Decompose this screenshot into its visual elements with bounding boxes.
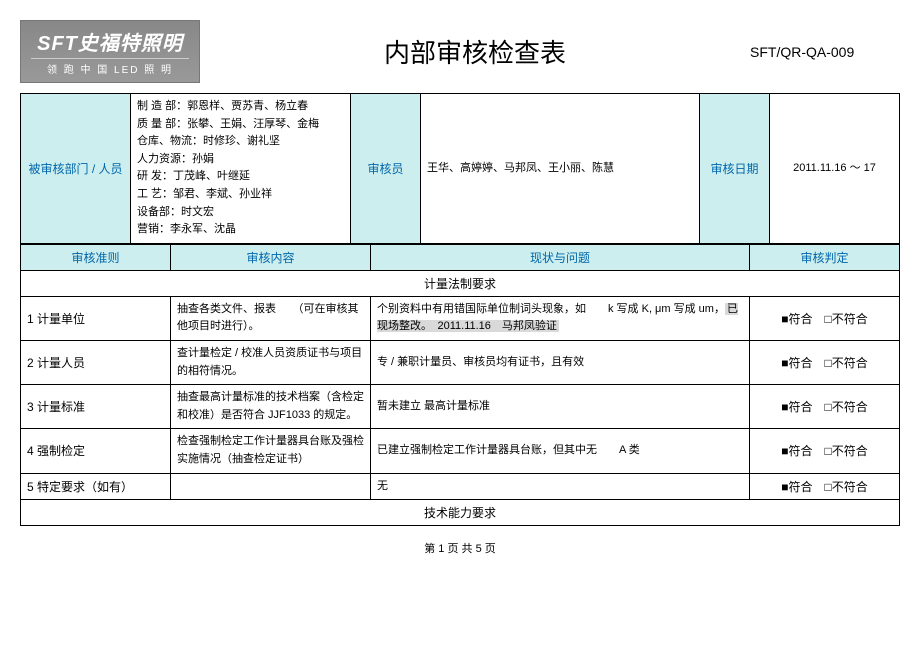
criteria-cell: 5 特定要求（如有） [21, 473, 171, 500]
col-criteria: 审核准则 [21, 244, 171, 270]
checkbox-unfit[interactable]: □不符合 [825, 444, 868, 458]
dept-line: 研 发：丁茂峰、叶继延 [137, 168, 344, 186]
status-cell: 无 [371, 473, 750, 500]
page-footer: 第 1 页 共 5 页 [20, 540, 900, 556]
section-title: 计量法制要求 [21, 270, 900, 296]
column-header-row: 审核准则 审核内容 现状与问题 审核判定 [21, 244, 900, 270]
auditor-label: 审核员 [351, 94, 421, 244]
criteria-cell: 3 计量标准 [21, 385, 171, 429]
content-cell: 抽查各类文件、报表 （可在审核其他项目时进行）。 [171, 296, 371, 340]
criteria-cell: 2 计量人员 [21, 340, 171, 384]
dept-line: 仓库、物流：时修珍、谢礼坚 [137, 133, 344, 151]
section-header-row: 技术能力要求 [21, 500, 900, 526]
col-content: 审核内容 [171, 244, 371, 270]
section-header-row: 计量法制要求 [21, 270, 900, 296]
col-status: 现状与问题 [371, 244, 750, 270]
auditor-names: 王华、高婷婷、马邦凤、王小丽、陈慧 [421, 94, 700, 244]
document-number: SFT/QR-QA-009 [750, 44, 900, 60]
checkbox-fit[interactable]: ■符合 [781, 400, 812, 414]
content-cell: 检查强制检定工作计量器具台账及强检实施情况（抽查检定证书） [171, 429, 371, 473]
logo-sub: 领 跑 中 国 LED 照 明 [31, 58, 189, 76]
checkbox-fit[interactable]: ■符合 [781, 444, 812, 458]
judgment-cell: ■符合 □不符合 [750, 385, 900, 429]
table-row: 3 计量标准抽查最高计量标准的技术档案（含检定和校准）是否符合 JJF1033 … [21, 385, 900, 429]
checkbox-unfit[interactable]: □不符合 [825, 356, 868, 370]
judgment-cell: ■符合 □不符合 [750, 296, 900, 340]
checklist-table: 审核准则 审核内容 现状与问题 审核判定 计量法制要求1 计量单位抽查各类文件、… [20, 244, 900, 526]
criteria-cell: 4 强制检定 [21, 429, 171, 473]
logo: SFT史福特照明 领 跑 中 国 LED 照 明 [20, 20, 200, 83]
logo-main: SFT史福特照明 [31, 27, 189, 56]
audit-date: 2011.11.16 ～ 17 [770, 94, 900, 244]
dept-list: 制 造 部：郭恩样、贾苏青、杨立春质 量 部：张攀、王娟、汪厚琴、金梅仓库、物流… [131, 94, 351, 244]
checkbox-unfit[interactable]: □不符合 [825, 400, 868, 414]
dept-line: 人力资源：孙娟 [137, 151, 344, 169]
checkbox-unfit[interactable]: □不符合 [825, 480, 868, 494]
judgment-cell: ■符合 □不符合 [750, 429, 900, 473]
section-title: 技术能力要求 [21, 500, 900, 526]
col-judgment: 审核判定 [750, 244, 900, 270]
table-row: 1 计量单位抽查各类文件、报表 （可在审核其他项目时进行）。个别资料中有用错国际… [21, 296, 900, 340]
status-highlight: 已现场整改。 2011.11.16 马邦凤验证 [377, 303, 738, 333]
status-cell: 暂未建立 最高计量标准 [371, 385, 750, 429]
checkbox-fit[interactable]: ■符合 [781, 356, 812, 370]
judgment-cell: ■符合 □不符合 [750, 340, 900, 384]
page-title: 内部审核检查表 [200, 33, 750, 70]
status-cell: 个别资料中有用错国际单位制词头现象，如 k 写成 K, μm 写成 um，已现场… [371, 296, 750, 340]
status-cell: 已建立强制检定工作计量器具台账，但其中无 A 类 [371, 429, 750, 473]
checkbox-fit[interactable]: ■符合 [781, 480, 812, 494]
header-row: SFT史福特照明 领 跑 中 国 LED 照 明 内部审核检查表 SFT/QR-… [20, 20, 900, 83]
table-row: 4 强制检定检查强制检定工作计量器具台账及强检实施情况（抽查检定证书）已建立强制… [21, 429, 900, 473]
dept-line: 质 量 部：张攀、王娟、汪厚琴、金梅 [137, 116, 344, 134]
content-cell: 抽查最高计量标准的技术档案（含检定和校准）是否符合 JJF1033 的规定。 [171, 385, 371, 429]
info-row: 被审核部门 / 人员 制 造 部：郭恩样、贾苏青、杨立春质 量 部：张攀、王娟、… [21, 94, 900, 244]
status-cell: 专 / 兼职计量员、审核员均有证书，且有效 [371, 340, 750, 384]
checkbox-unfit[interactable]: □不符合 [825, 312, 868, 326]
checkbox-fit[interactable]: ■符合 [781, 312, 812, 326]
dept-line: 营销：李永军、沈晶 [137, 221, 344, 239]
content-cell: 查计量检定 / 校准人员资质证书与项目的相符情况。 [171, 340, 371, 384]
table-row: 5 特定要求（如有）无■符合 □不符合 [21, 473, 900, 500]
dept-line: 制 造 部：郭恩样、贾苏青、杨立春 [137, 98, 344, 116]
judgment-cell: ■符合 □不符合 [750, 473, 900, 500]
dept-label: 被审核部门 / 人员 [21, 94, 131, 244]
table-row: 2 计量人员查计量检定 / 校准人员资质证书与项目的相符情况。专 / 兼职计量员… [21, 340, 900, 384]
audit-table: 被审核部门 / 人员 制 造 部：郭恩样、贾苏青、杨立春质 量 部：张攀、王娟、… [20, 93, 900, 244]
content-cell [171, 473, 371, 500]
dept-line: 工 艺：邹君、李斌、孙业祥 [137, 186, 344, 204]
criteria-cell: 1 计量单位 [21, 296, 171, 340]
dept-line: 设备部：时文宏 [137, 204, 344, 222]
date-label: 审核日期 [700, 94, 770, 244]
